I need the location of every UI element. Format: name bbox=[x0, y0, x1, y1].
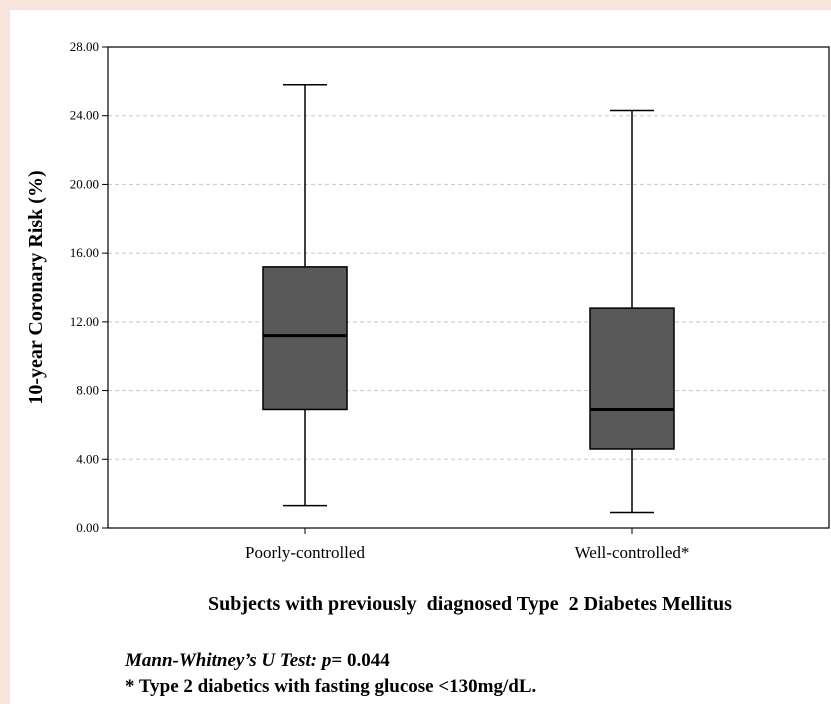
footnotes: Mann-Whitney’s U Test: p= 0.044 * Type 2… bbox=[125, 648, 536, 700]
glucose-note: * Type 2 diabetics with fasting glucose … bbox=[125, 676, 537, 697]
y-tick-label: 4.00 bbox=[76, 451, 99, 466]
p-value: = 0.044 bbox=[331, 650, 390, 671]
y-tick-label: 0.00 bbox=[76, 520, 99, 535]
box-well-controlled bbox=[589, 109, 675, 514]
y-tick-label: 8.00 bbox=[76, 383, 99, 398]
plot-area-frame bbox=[107, 46, 830, 529]
x-axis: Poorly-controlled Well-controlled* bbox=[245, 528, 689, 562]
y-axis-label: 10-year Coronary Risk (%) bbox=[25, 170, 47, 404]
y-tick-label: 20.00 bbox=[70, 176, 99, 191]
y-tick-label: 12.00 bbox=[70, 314, 99, 329]
y-tick-label: 28.00 bbox=[70, 39, 99, 54]
y-tick-label: 24.00 bbox=[70, 108, 99, 123]
y-tick-label: 16.00 bbox=[70, 245, 99, 260]
test-result-line: Mann-Whitney’s U Test: p= 0.044 bbox=[125, 648, 536, 674]
box-poorly-controlled bbox=[262, 84, 348, 507]
x-tick-label: Well-controlled* bbox=[575, 543, 690, 562]
chart-panel bbox=[10, 10, 831, 704]
gridlines bbox=[108, 115, 829, 460]
iqr-box bbox=[262, 266, 348, 411]
boxes bbox=[262, 84, 675, 514]
x-tick-label: Poorly-controlled bbox=[245, 543, 365, 562]
test-name: Mann-Whitney’s U Test: p bbox=[125, 650, 332, 671]
y-axis: 0.00 4.00 8.00 12.00 16.00 20.00 24.00 28.00 bbox=[70, 39, 108, 535]
x-axis-title: Subjects with previously diagnosed Type … bbox=[208, 593, 732, 615]
iqr-box bbox=[589, 307, 675, 450]
